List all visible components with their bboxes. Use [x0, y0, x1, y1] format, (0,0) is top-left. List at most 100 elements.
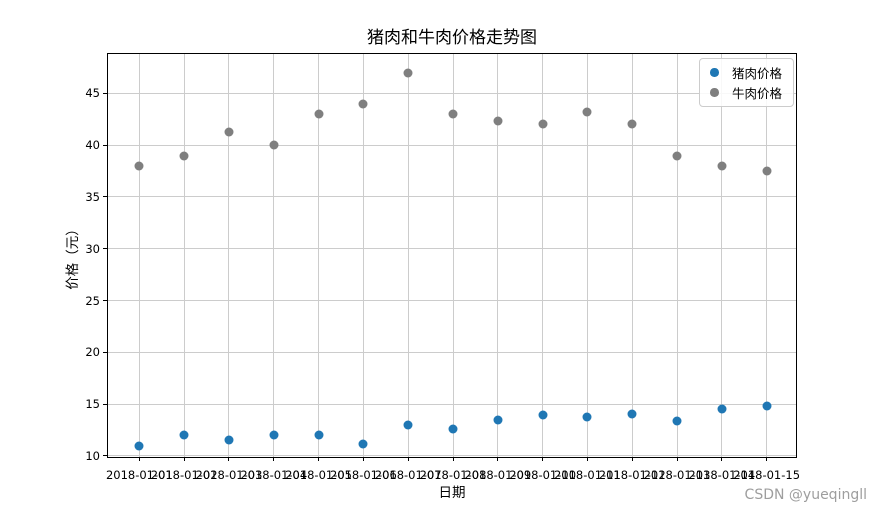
x-tick-label: 2018-01-13 [643, 468, 711, 482]
x-gridline [452, 54, 454, 457]
x-tick-mark [497, 457, 499, 461]
x-tick-mark [452, 457, 454, 461]
data-point-pork [538, 410, 548, 420]
x-tick-label: 2018-01-10 [509, 468, 577, 482]
x-tick-label: 2018-01-05 [285, 468, 352, 482]
data-point-beef [493, 116, 503, 126]
y-tick-mark [103, 92, 107, 94]
x-tick-label: 2018-01-09 [464, 468, 532, 482]
x-tick-mark [228, 457, 230, 461]
x-tick-label: 2018-01-04 [240, 468, 308, 482]
y-gridline [108, 92, 796, 94]
y-tick-label: 40 [85, 138, 100, 153]
x-gridline [183, 54, 185, 457]
y-tick-mark [103, 248, 107, 250]
data-point-pork [269, 430, 279, 440]
x-tick-label: 2018-01-03 [195, 468, 263, 482]
y-gridline [108, 144, 796, 146]
data-point-pork [493, 415, 503, 425]
data-point-pork [627, 409, 637, 419]
x-tick-mark [542, 457, 544, 461]
y-tick-mark [103, 196, 107, 198]
data-point-pork [358, 439, 368, 449]
y-tick-mark [103, 351, 107, 353]
y-tick-label: 25 [85, 293, 100, 308]
data-point-beef [134, 161, 144, 171]
data-point-beef [582, 107, 592, 117]
x-tick-mark [318, 457, 320, 461]
data-point-beef [538, 119, 548, 129]
x-gridline [766, 54, 768, 457]
data-point-beef [314, 109, 324, 119]
chart-title: 猪肉和牛肉价格走势图 [367, 28, 537, 48]
y-gridline [108, 403, 796, 405]
data-point-beef [672, 151, 682, 160]
y-gridline [108, 196, 796, 198]
x-gridline [497, 54, 499, 457]
legend-item-beef: 牛肉价格 [710, 84, 782, 101]
y-gridline [108, 248, 796, 250]
data-point-beef [717, 161, 727, 171]
y-tick-label: 10 [85, 448, 100, 463]
y-tick-mark [103, 300, 107, 302]
y-gridline [108, 455, 796, 457]
data-point-beef [358, 99, 368, 109]
x-axis-label: 日期 [438, 485, 466, 501]
data-point-beef [627, 119, 637, 129]
y-tick-mark [103, 403, 107, 405]
x-gridline [586, 54, 588, 457]
data-point-beef [448, 109, 458, 119]
x-gridline [273, 54, 275, 457]
pork-marker-icon [710, 68, 719, 77]
x-tick-label: 2018-01-11 [553, 468, 621, 482]
data-point-pork [672, 416, 682, 426]
y-tick-mark [103, 144, 107, 146]
data-point-pork [314, 430, 324, 440]
plot-area: 2018-01-01 2018-01-02 2018-01-03 2018-01-04… [85, 53, 800, 482]
y-tick-label: 15 [85, 397, 100, 412]
watermark: CSDN @yueqingll [744, 487, 867, 503]
x-tick-mark [766, 457, 768, 461]
legend-label-beef: 牛肉价格 [731, 86, 782, 101]
x-gridline [362, 54, 364, 457]
x-tick-label: 2018-01-07 [374, 468, 442, 482]
legend-label-pork: 猪肉价格 [731, 66, 782, 81]
y-gridline [108, 351, 796, 353]
x-tick-label: 2018-01-06 [329, 468, 397, 482]
data-point-pork [582, 412, 592, 422]
x-gridline [407, 54, 409, 457]
x-tick-mark [676, 457, 678, 461]
data-point-beef [269, 140, 279, 150]
x-gridline [676, 54, 678, 457]
x-tick-mark [631, 457, 633, 461]
data-point-pork [762, 401, 772, 411]
x-tick-mark [586, 457, 588, 461]
data-point-pork [717, 404, 727, 414]
y-gridline [108, 300, 796, 302]
x-tick-label: 2018-01-01 [105, 468, 173, 482]
x-gridline [228, 54, 230, 457]
data-point-pork [134, 441, 144, 451]
x-tick-label: 2018-01-14 [688, 468, 756, 482]
x-tick-mark [138, 457, 140, 461]
x-gridline [542, 54, 544, 457]
x-tick-label: 2018-01-08 [419, 468, 487, 482]
y-tick-mark [103, 455, 107, 457]
y-axis-label: 价格（元） [65, 222, 81, 290]
data-point-beef [403, 68, 413, 78]
x-tick-mark [362, 457, 364, 461]
y-tick-label: 20 [85, 345, 100, 360]
data-point-pork [448, 424, 458, 434]
legend-item-pork: 猪肉价格 [710, 64, 782, 81]
x-gridline [721, 54, 723, 457]
x-gridline [631, 54, 633, 457]
x-tick-label: 2018-01-12 [598, 468, 666, 482]
x-tick-label: 2018-01-15 [733, 468, 801, 482]
data-point-beef [224, 127, 234, 137]
legend: 猪肉价格 牛肉价格 [699, 58, 794, 107]
y-tick-label: 45 [85, 86, 100, 101]
data-point-beef [179, 151, 189, 160]
y-tick-label: 35 [85, 189, 100, 204]
x-tick-mark [721, 457, 723, 461]
